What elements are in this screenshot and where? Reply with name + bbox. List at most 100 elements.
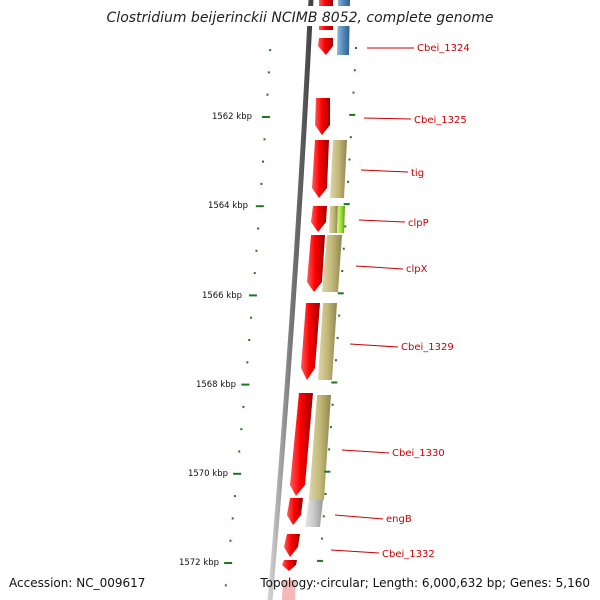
genome-backbone <box>267 0 314 600</box>
cds-arrow-clpP <box>311 206 327 232</box>
tick-mark <box>317 559 324 562</box>
gene-label-cbei-1330: Cbei_1330 <box>392 448 445 459</box>
leader-line <box>349 343 399 348</box>
tick-mark <box>233 495 236 498</box>
cds-arrow-1329 <box>301 303 320 380</box>
cds-arrow-1330 <box>290 393 313 496</box>
tick-mark <box>334 359 337 362</box>
tick-mark <box>353 69 356 72</box>
tick-mark <box>338 314 341 317</box>
gene-label-engB: engB <box>386 514 412 525</box>
tick-mark <box>246 361 249 364</box>
topology-text: Topology: circular; Length: 6,000,632 bp… <box>259 576 590 590</box>
tick-mark <box>349 136 352 139</box>
cog-bar-tig <box>330 140 347 198</box>
tick-mark <box>267 71 270 74</box>
scale-labels: 1562 kbp 1564 kbp 1566 kbp 1568 kbp 1570… <box>179 112 252 568</box>
gene-leader-lines <box>330 47 414 554</box>
cds-arrow-engB <box>287 498 303 525</box>
tick-mark <box>322 515 325 518</box>
scale-label: 1572 kbp <box>179 558 219 568</box>
tick-mark <box>348 158 351 161</box>
tick-mark <box>248 339 251 341</box>
scale-label: 1566 kbp <box>202 291 242 301</box>
tick-mark <box>347 180 350 183</box>
cog-bar-clpP-tan <box>329 206 338 233</box>
cds-arrow-1324 <box>318 38 333 55</box>
cds-track <box>282 0 333 600</box>
cds-arrow-1332 <box>284 534 300 557</box>
cds-arrow-tig <box>312 140 329 198</box>
tick-mark <box>255 249 258 252</box>
tick-mark <box>344 225 347 228</box>
gene-labels: Cbei_1324 Cbei_1325 tig clpP clpX Cbei_1… <box>382 43 470 560</box>
tick-mark <box>349 113 356 116</box>
tick-mark <box>241 383 250 386</box>
cog-track <box>305 0 350 527</box>
tick-mark <box>224 584 227 587</box>
map-title: Clostridium beijerinckii NCIMB 8052, com… <box>107 10 494 26</box>
tick-mark <box>238 450 241 453</box>
tick-mark <box>355 47 357 49</box>
tick-mark <box>233 472 242 475</box>
scale-ticks <box>224 49 272 587</box>
tick-mark <box>269 49 272 52</box>
tick-mark <box>337 292 344 295</box>
gene-label-cbei-1324: Cbei_1324 <box>417 43 470 54</box>
accession-text: Accession: NC_009617 <box>9 576 145 590</box>
gene-label-cbei-1332: Cbei_1332 <box>382 549 435 560</box>
tick-mark <box>317 582 320 585</box>
tick-mark <box>352 91 355 94</box>
tick-mark <box>343 203 350 206</box>
tick-mark <box>240 428 243 431</box>
cds-arrow-clpX <box>307 235 325 292</box>
leader-line <box>334 514 384 520</box>
tick-mark <box>266 93 269 96</box>
tick-mark <box>257 227 260 230</box>
tick-mark <box>341 270 344 272</box>
tick-mark <box>260 182 263 185</box>
cds-arrow-faint <box>282 580 296 600</box>
tick-mark <box>336 336 339 339</box>
gene-label-cbei-1329: Cbei_1329 <box>401 342 454 353</box>
tick-mark <box>253 272 256 275</box>
tick-mark <box>255 205 264 208</box>
tick-mark <box>331 403 334 406</box>
tick-mark <box>231 517 234 520</box>
tick-mark <box>229 539 232 542</box>
cog-bar-clpX <box>322 235 342 292</box>
gene-ticks <box>317 47 357 585</box>
tick-mark <box>324 470 331 473</box>
cog-bar-engB <box>305 500 323 527</box>
cog-bar-1330 <box>309 395 331 500</box>
cds-arrow-bottom <box>282 560 297 571</box>
leader-line <box>363 117 412 120</box>
gene-label-tig: tig <box>411 168 424 179</box>
leader-line <box>341 449 390 454</box>
cog-bar-clpP-green <box>337 206 345 233</box>
gene-label-clpX: clpX <box>406 264 428 275</box>
leader-line <box>358 219 406 223</box>
tick-mark <box>262 116 270 118</box>
tick-mark <box>250 316 253 319</box>
tick-mark <box>342 247 345 250</box>
tick-mark <box>328 448 331 451</box>
cds-arrow-1325 <box>315 98 330 135</box>
tick-mark <box>329 426 332 429</box>
scale-label: 1562 kbp <box>212 112 252 122</box>
tick-mark <box>242 405 245 408</box>
tick-mark <box>248 294 257 297</box>
scale-label: 1564 kbp <box>208 201 248 211</box>
leader-line <box>355 265 404 270</box>
tick-mark <box>261 160 264 163</box>
leader-line <box>330 549 380 554</box>
leader-line <box>360 169 409 173</box>
tick-mark <box>331 381 338 384</box>
scale-label: 1570 kbp <box>188 469 228 479</box>
cog-bar-1329 <box>318 303 337 380</box>
title-bg <box>105 6 500 26</box>
tick-mark <box>324 493 327 495</box>
scale-label: 1568 kbp <box>196 380 236 390</box>
tick-mark <box>263 138 266 141</box>
